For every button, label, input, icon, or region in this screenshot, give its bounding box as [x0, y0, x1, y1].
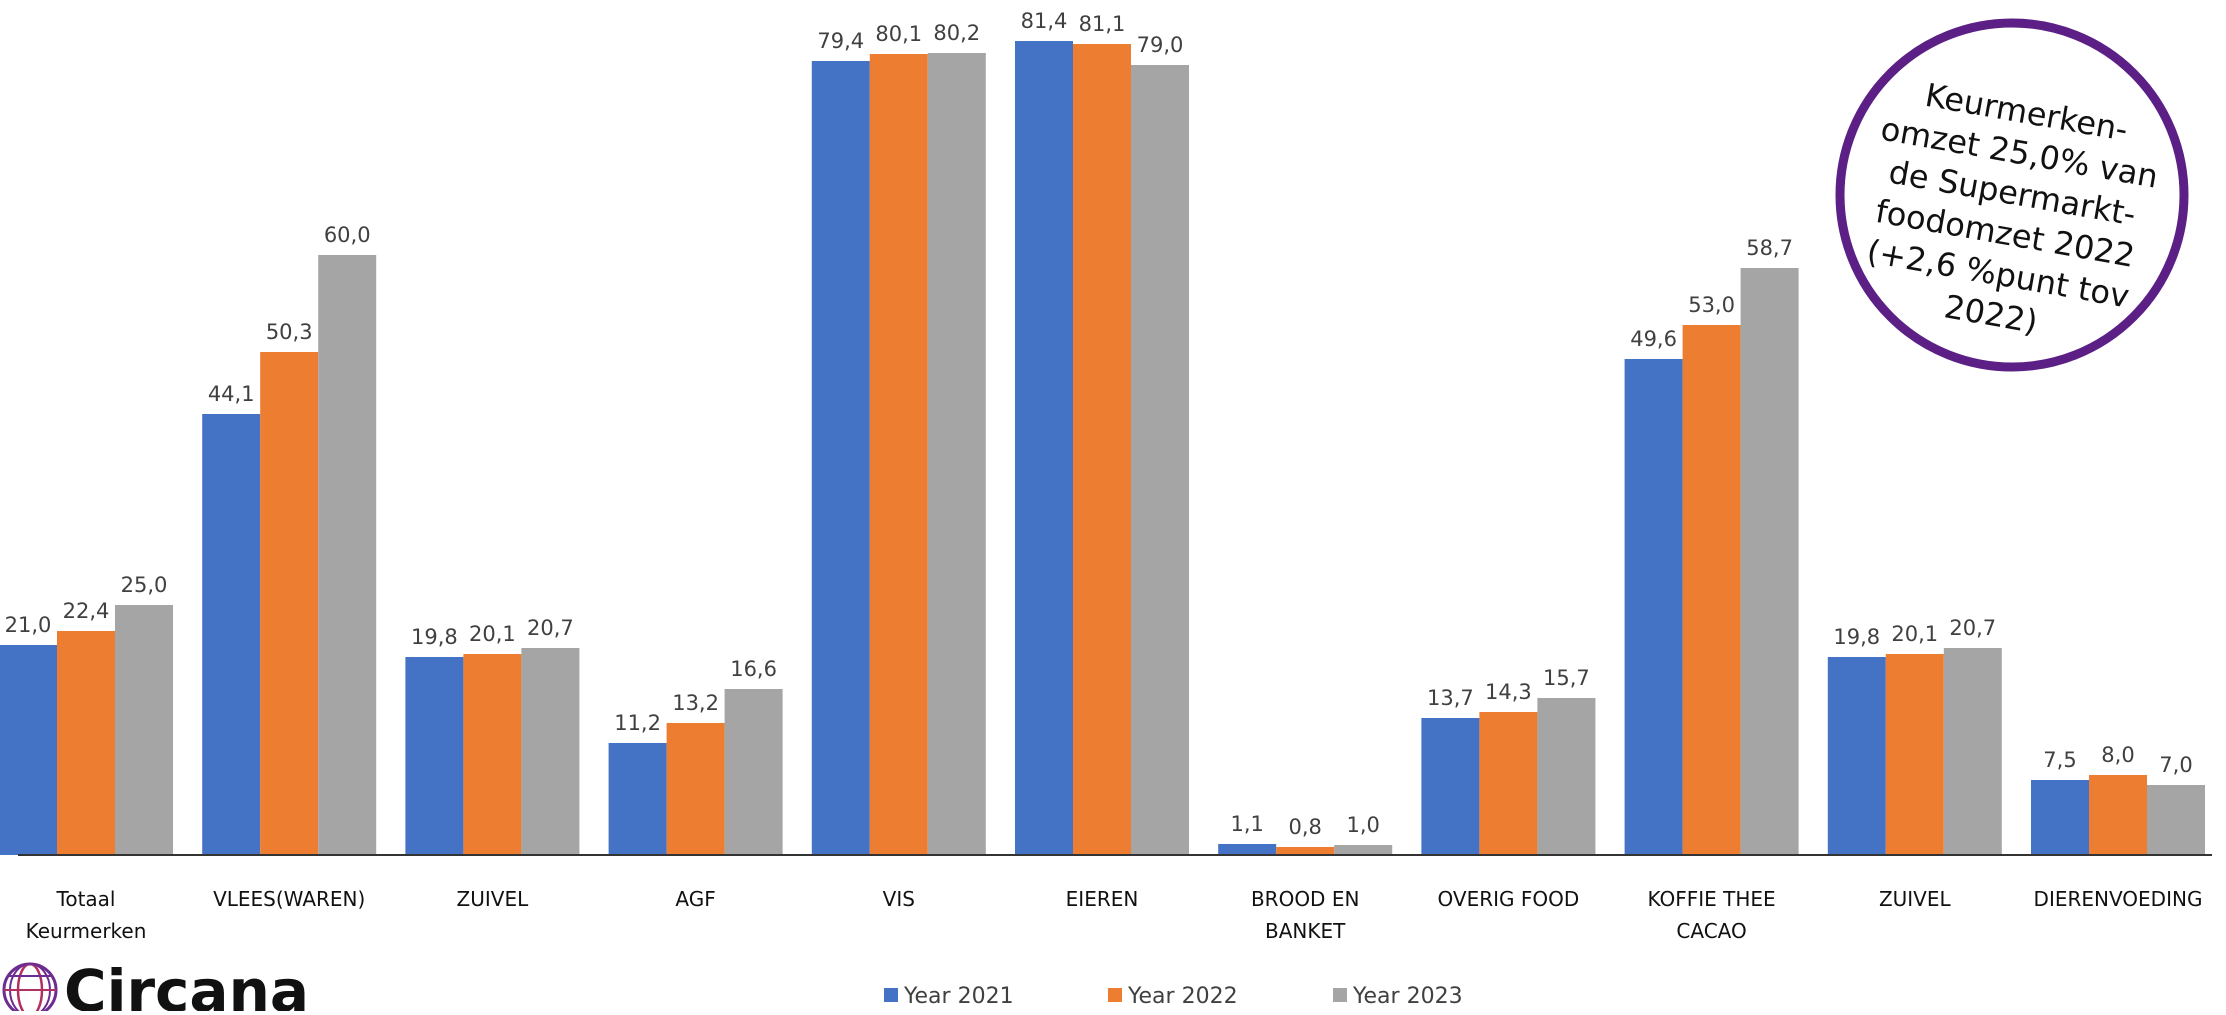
category-label-2: VLEES(WAREN) — [213, 887, 365, 911]
category-label-4: AGF — [675, 887, 715, 911]
bar-1-2 — [202, 414, 261, 855]
callout-circle-shape — [1835, 18, 2189, 372]
circana-logo: Circana — [2, 957, 309, 1015]
value-label-2-6: 81,1 — [1079, 12, 1126, 36]
value-label-3-2: 60,0 — [324, 223, 371, 247]
category-label-5: VIS — [883, 887, 915, 911]
bar-3-5 — [927, 53, 986, 855]
legend-label-3: Year 2023 — [1352, 984, 1463, 1009]
bar-3-11 — [2147, 785, 2205, 855]
value-label-3-4: 16,6 — [730, 657, 777, 681]
value-label-3-1: 25,0 — [121, 573, 168, 597]
value-labels-layer: 21,0 22,4 25,0 44,1 50,3 60,0 19,8 20,1 20,7 11,2… — [5, 9, 2193, 839]
value-label-2-8: 14,3 — [1485, 680, 1532, 704]
value-label-1-10: 19,8 — [1833, 625, 1880, 649]
legend-label-2: Year 2022 — [1127, 984, 1238, 1009]
bar-1-6 — [1015, 41, 1073, 855]
value-label-3-6: 79,0 — [1137, 33, 1184, 57]
legend-swatch-3 — [1333, 988, 1347, 1002]
bar-2-2 — [260, 352, 319, 855]
category-label-3: ZUIVEL — [457, 887, 530, 911]
category-label-7-line-2: BANKET — [1265, 919, 1346, 943]
bar-2-6 — [1073, 44, 1131, 855]
value-label-2-3: 20,1 — [469, 622, 516, 646]
category-label-10: ZUIVEL — [1879, 887, 1952, 911]
value-label-3-11: 7,0 — [2159, 753, 2192, 777]
value-label-1-5: 79,4 — [817, 29, 864, 53]
category-label-6: EIEREN — [1066, 887, 1139, 911]
value-label-2-11: 8,0 — [2101, 743, 2134, 767]
value-label-3-9: 58,7 — [1746, 236, 1793, 260]
legend-swatch-2 — [1108, 988, 1122, 1002]
bar-3-3 — [521, 648, 580, 855]
bar-2-7 — [1276, 847, 1335, 855]
value-label-2-5: 80,1 — [875, 22, 922, 46]
value-label-1-7: 1,1 — [1230, 812, 1263, 836]
logo-text: Circana — [64, 957, 309, 1011]
value-label-1-2: 44,1 — [208, 382, 255, 406]
value-label-3-10: 20,7 — [1949, 616, 1996, 640]
value-label-1-8: 13,7 — [1427, 686, 1474, 710]
bar-2-8 — [1479, 712, 1538, 855]
bar-2-1 — [57, 631, 115, 855]
bar-1-4 — [608, 743, 667, 855]
category-label-8: OVERIG FOOD — [1438, 887, 1580, 911]
category-label-1-line-1: Totaal — [56, 887, 116, 911]
value-label-1-1: 21,0 — [5, 613, 52, 637]
value-label-3-5: 80,2 — [933, 21, 980, 45]
legend-swatch-1 — [884, 988, 898, 1002]
value-label-2-10: 20,1 — [1891, 622, 1938, 646]
category-label-1-line-2: Keurmerken — [26, 919, 147, 943]
bar-1-3 — [405, 657, 464, 855]
value-label-3-7: 1,0 — [1346, 813, 1379, 837]
bar-1-1 — [0, 645, 57, 855]
bar-2-5 — [869, 54, 928, 855]
bar-2-10 — [1885, 654, 1944, 855]
category-label-11: DIERENVOEDING — [2034, 887, 2203, 911]
bar-1-7 — [1218, 844, 1277, 855]
bar-1-10 — [1827, 657, 1886, 855]
value-label-1-4: 11,2 — [614, 711, 661, 735]
value-label-2-7: 0,8 — [1288, 815, 1321, 839]
legend-label-1: Year 2021 — [903, 984, 1014, 1009]
bar-2-9 — [1682, 325, 1741, 855]
value-label-3-3: 20,7 — [527, 616, 574, 640]
bars-layer — [0, 41, 2205, 855]
legend: Year 2021 Year 2022 Year 2023 — [884, 984, 1463, 1009]
bar-3-9 — [1740, 268, 1799, 855]
category-labels-layer: Totaal Keurmerken VLEES(WAREN) ZUIVEL AGF VIS… — [26, 887, 2203, 943]
bar-1-8 — [1421, 718, 1480, 855]
bar-2-4 — [666, 723, 725, 855]
bar-3-4 — [724, 689, 783, 855]
callout-circle: Keurmerken- omzet 25,0% van de Supermark… — [1835, 18, 2189, 372]
value-label-1-9: 49,6 — [1630, 327, 1677, 351]
category-label-7-line-1: BROOD EN — [1251, 887, 1359, 911]
bar-2-3 — [463, 654, 522, 855]
category-label-9-line-2: CACAO — [1676, 919, 1746, 943]
bar-3-2 — [318, 255, 377, 855]
category-label-9-line-1: KOFFIE THEE — [1647, 887, 1775, 911]
value-label-3-8: 15,7 — [1543, 666, 1590, 690]
bar-1-9 — [1624, 359, 1683, 855]
value-label-2-1: 22,4 — [63, 599, 110, 623]
value-label-1-3: 19,8 — [411, 625, 458, 649]
bar-3-1 — [115, 605, 173, 855]
value-label-1-6: 81,4 — [1021, 9, 1068, 33]
bar-1-11 — [2031, 780, 2089, 855]
bar-1-5 — [811, 61, 870, 855]
bar-2-11 — [2089, 775, 2147, 855]
bar-3-6 — [1131, 65, 1189, 855]
bar-3-10 — [1943, 648, 2002, 855]
globe-icon — [2, 962, 58, 1015]
value-label-2-4: 13,2 — [672, 691, 719, 715]
bar-3-7 — [1334, 845, 1393, 855]
value-label-2-2: 50,3 — [266, 320, 313, 344]
value-label-1-11: 7,5 — [2043, 748, 2076, 772]
bar-3-8 — [1537, 698, 1596, 855]
value-label-2-9: 53,0 — [1688, 293, 1735, 317]
